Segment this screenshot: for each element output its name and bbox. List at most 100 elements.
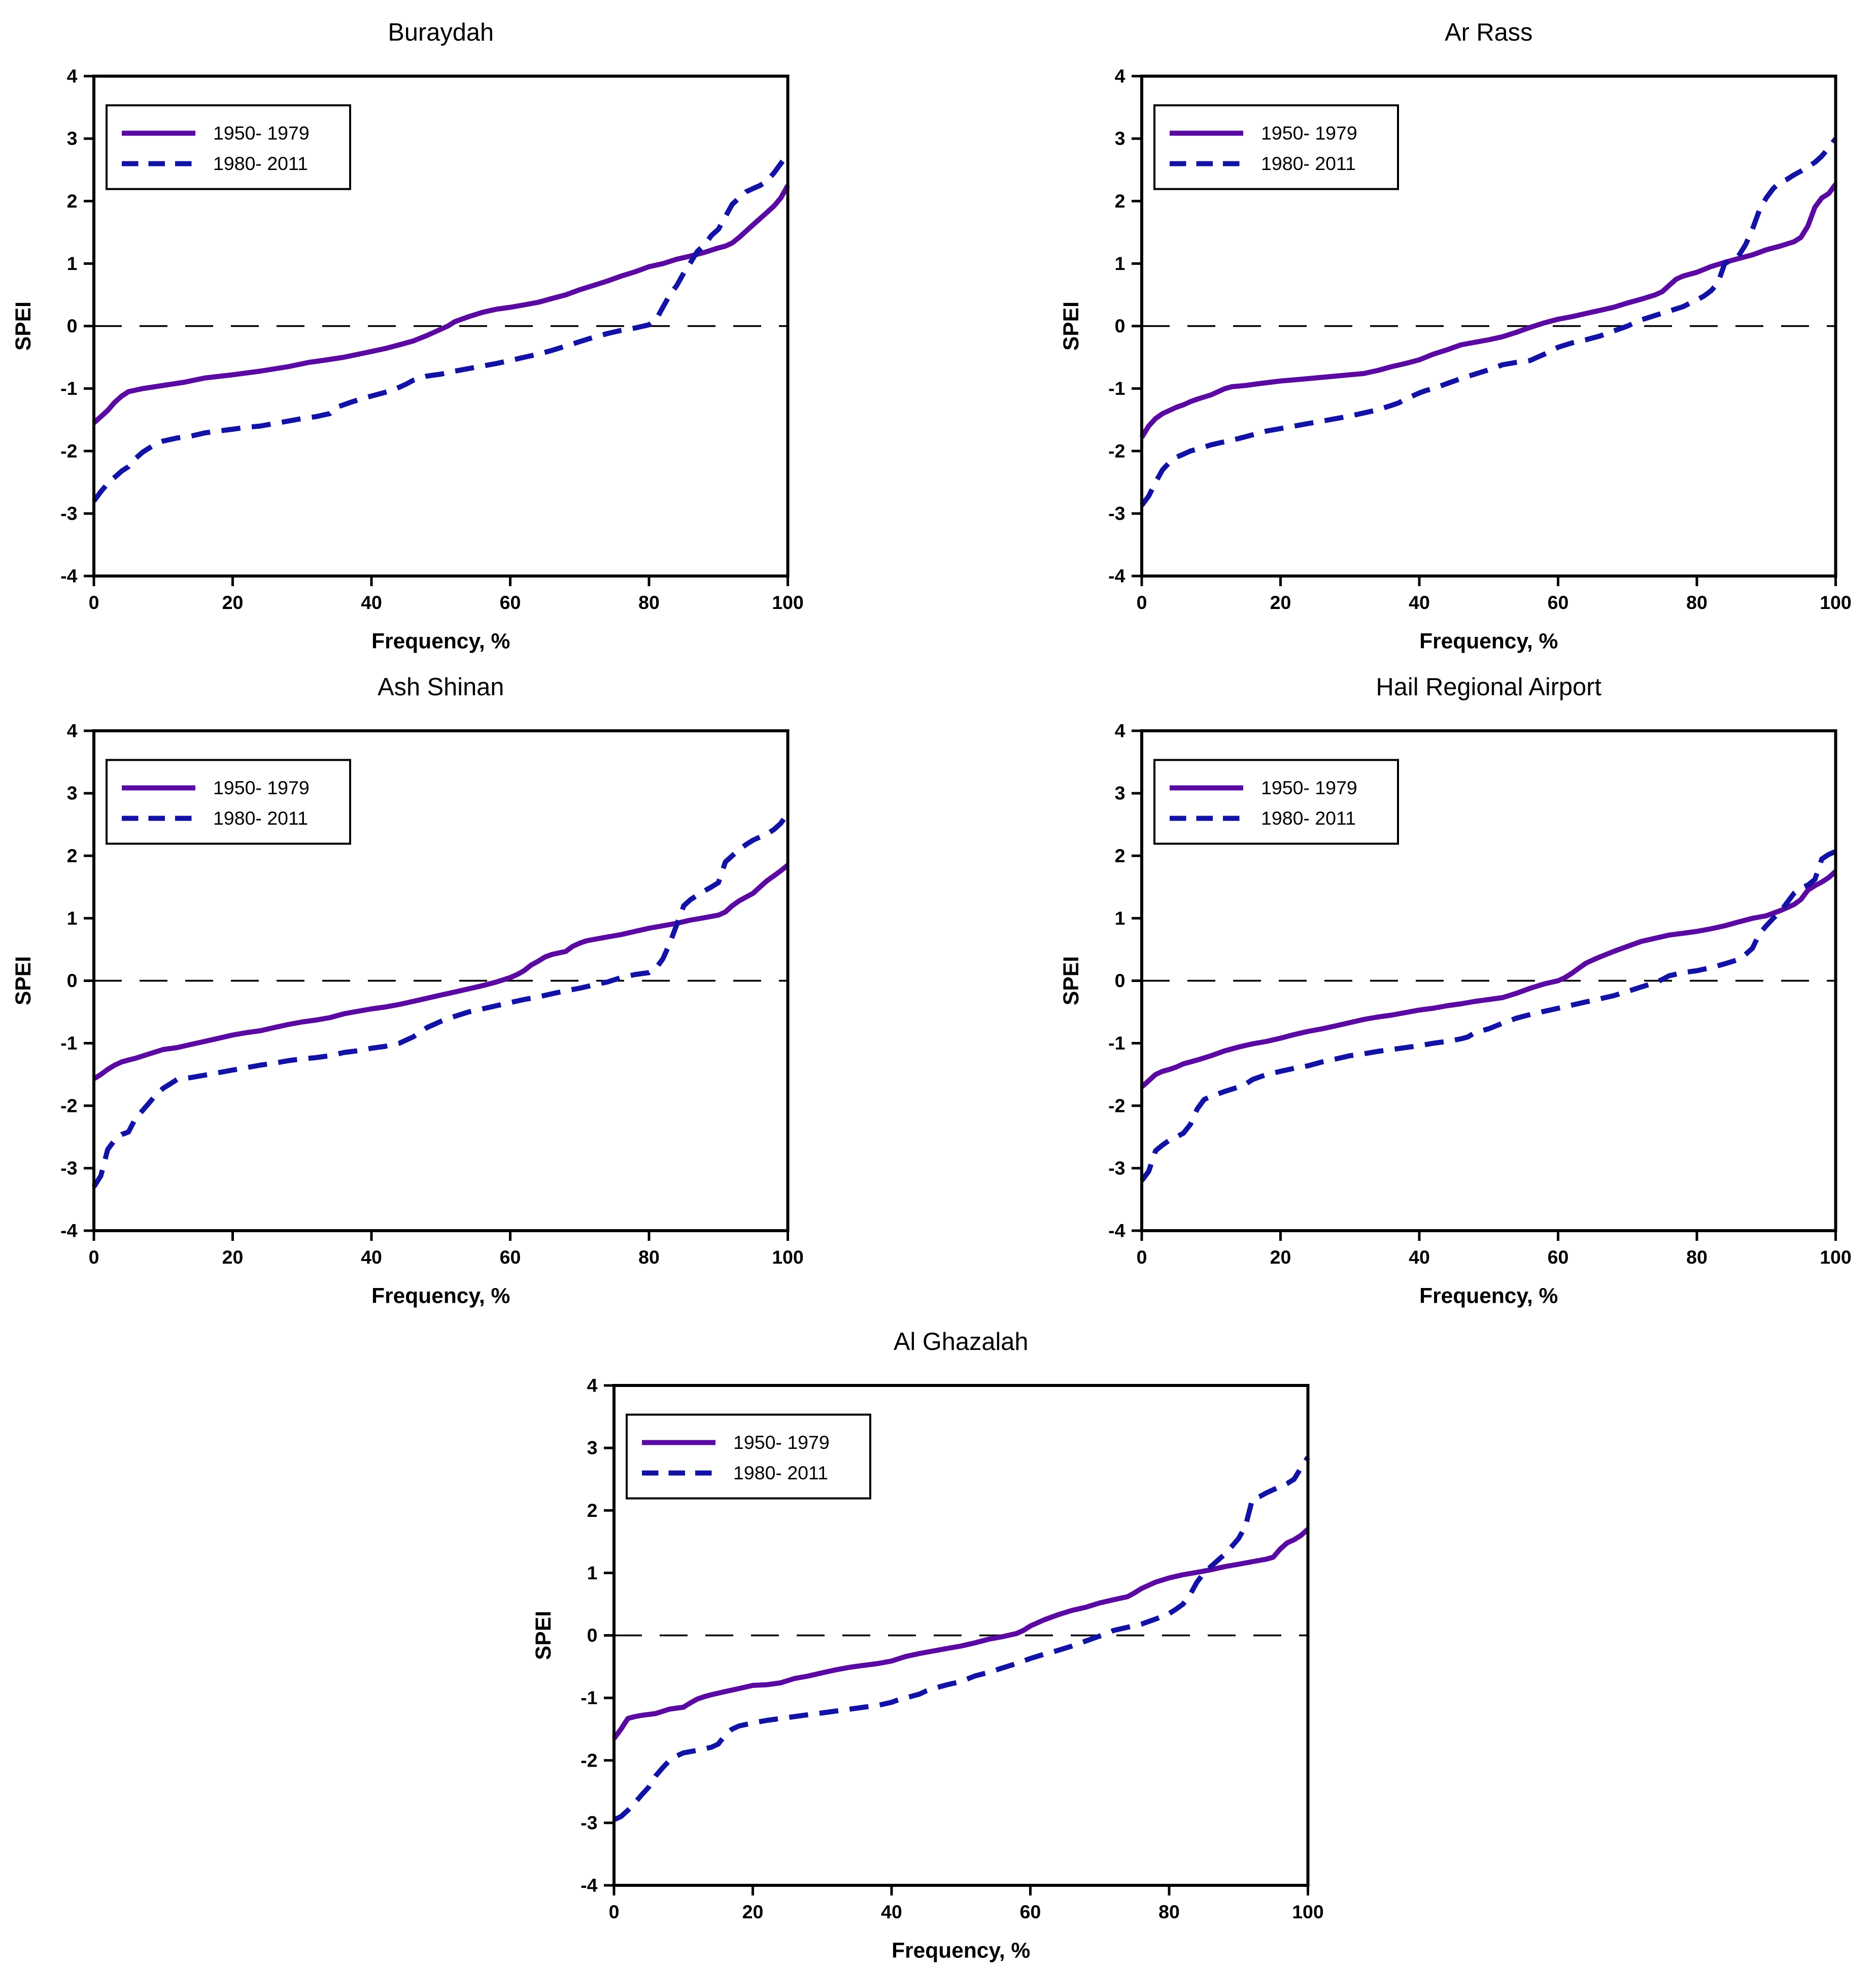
x-axis-label: Frequency, %: [892, 1939, 1030, 1963]
chart-panel-ash-shinan: 0 20 40 60 80 100 4 3 2 1 0 -1 -2 -3 -4 Ash Shinan Frequ…: [0, 655, 938, 1309]
series-line-solid: [611, 1527, 1310, 1740]
y-tick-label: -1: [1108, 1032, 1125, 1054]
y-tick-label: -4: [60, 1220, 77, 1241]
x-tick-label: 20: [222, 1246, 244, 1268]
chart-title: Buraydah: [388, 19, 494, 46]
y-tick-label: -2: [60, 440, 77, 461]
y-tick-label: 0: [1115, 970, 1125, 991]
y-tick-label: -3: [1108, 502, 1125, 524]
x-tick-label: 0: [609, 1901, 620, 1922]
x-tick-label: 40: [1409, 1246, 1430, 1268]
x-tick-label: 80: [638, 1246, 660, 1268]
y-tick-label: -1: [60, 1032, 77, 1054]
legend-box: [106, 104, 351, 190]
series-line-dashed: [91, 152, 790, 503]
x-tick-label: 20: [1270, 592, 1291, 613]
y-tick-label: -1: [581, 1687, 597, 1708]
legend-box: [626, 1413, 871, 1500]
y-tick-label: 1: [67, 907, 78, 929]
series-line-solid: [92, 863, 790, 1081]
x-tick-label: 80: [1158, 1901, 1180, 1922]
chart-ash-shinan: 0 20 40 60 80 100 4 3 2 1 0 -1 -2 -3 -4 Ash Shinan Frequ…: [12, 673, 804, 1308]
x-tick-label: 80: [1686, 1246, 1708, 1268]
legend-label: 1950- 1979: [213, 777, 310, 798]
x-tick-label: 100: [772, 1246, 804, 1268]
x-tick-label: 40: [361, 592, 382, 613]
y-tick-label: 2: [67, 845, 78, 866]
y-tick-label: 4: [587, 1375, 598, 1396]
legend-label: 1950- 1979: [1261, 122, 1357, 144]
y-tick-label: 4: [67, 720, 78, 741]
y-tick-label: -3: [60, 502, 77, 524]
y-tick-label: -3: [60, 1157, 77, 1178]
y-tick-label: -2: [60, 1095, 77, 1116]
legend-label: 1950- 1979: [1261, 777, 1357, 798]
x-tick-label: 40: [361, 1246, 382, 1268]
chart-buraydah: 0 20 40 60 80 100 4 3 2 1 0 -1 -2 -3 -4 Buraydah Frequen…: [12, 19, 804, 654]
x-tick-label: 80: [1686, 592, 1708, 613]
x-tick-label: 100: [1820, 1246, 1852, 1268]
chart-panel-ar-rass: 0 20 40 60 80 100 4 3 2 1 0 -1 -2 -3 -4 Ar Rass Frequenc…: [938, 0, 1875, 655]
chart-hail-regional-airport: 0 20 40 60 80 100 4 3 2 1 0 -1 -2 -3 -4 Hail Regional A…: [1060, 673, 1852, 1308]
x-tick-label: 60: [1548, 592, 1569, 613]
y-tick-label: 2: [587, 1500, 598, 1521]
y-axis-label: SPEI: [532, 1611, 556, 1660]
y-tick-label: 1: [1115, 907, 1125, 929]
figure-row-1: 0 20 40 60 80 100 4 3 2 1 0 -1 -2 -3 -4 Buraydah Frequen…: [0, 0, 1876, 655]
x-tick-label: 40: [1409, 592, 1430, 613]
legend-label: 1980- 2011: [1261, 153, 1356, 174]
y-tick-label: 4: [1115, 65, 1125, 87]
y-tick-label: 3: [67, 128, 78, 149]
legend-box: [1153, 104, 1399, 190]
chart-title: Hail Regional Airport: [1376, 673, 1602, 701]
y-tick-label: 0: [67, 315, 78, 336]
x-tick-label: 60: [1020, 1901, 1041, 1922]
y-tick-label: -2: [581, 1749, 597, 1771]
y-tick-label: 3: [1115, 128, 1125, 149]
y-tick-label: -4: [60, 565, 77, 587]
x-tick-label: 20: [222, 592, 244, 613]
series-line-dashed: [1140, 137, 1838, 507]
x-tick-label: 100: [1820, 592, 1852, 613]
y-axis-label: SPEI: [1060, 301, 1083, 351]
legend-label: 1980- 2011: [213, 153, 308, 174]
y-axis-label: SPEI: [12, 956, 36, 1005]
legend-label: 1950- 1979: [213, 122, 310, 144]
chart-panel-al-ghazalah: 0 20 40 60 80 100 4 3 2 1 0 -1 -2 -3 -4 Al Ghazalah Freq…: [469, 1309, 1407, 1964]
series-line-solid: [1140, 869, 1837, 1089]
y-axis-label: SPEI: [12, 301, 36, 351]
x-axis-label: Frequency, %: [371, 1284, 510, 1308]
y-tick-label: 1: [587, 1562, 598, 1583]
y-tick-label: -3: [581, 1812, 597, 1833]
legend-label: 1980- 2011: [733, 1462, 828, 1483]
x-tick-label: 20: [1270, 1246, 1291, 1268]
y-tick-label: 1: [1115, 253, 1125, 274]
series-line-dashed: [1139, 849, 1837, 1182]
y-tick-label: -2: [1108, 440, 1125, 461]
series-line-dashed: [612, 1455, 1310, 1822]
series-line-solid: [1139, 183, 1838, 439]
chart-title: Al Ghazalah: [894, 1328, 1029, 1356]
y-tick-label: 1: [67, 253, 78, 274]
y-tick-label: -1: [1108, 378, 1125, 399]
x-tick-label: 80: [638, 592, 660, 613]
chart-panel-hail-regional-airport: 0 20 40 60 80 100 4 3 2 1 0 -1 -2 -3 -4 Hail Regional A…: [938, 655, 1875, 1309]
x-tick-label: 0: [1137, 592, 1147, 613]
y-axis-label: SPEI: [1060, 956, 1083, 1005]
chart-title: Ash Shinan: [378, 673, 504, 701]
y-tick-label: -4: [1108, 565, 1125, 587]
y-tick-label: 0: [587, 1624, 598, 1646]
chart-ar-rass: 0 20 40 60 80 100 4 3 2 1 0 -1 -2 -3 -4 Ar Rass Frequenc…: [1060, 19, 1852, 654]
y-tick-label: 3: [1115, 783, 1125, 804]
x-tick-label: 60: [500, 592, 521, 613]
x-tick-label: 0: [1137, 1246, 1147, 1268]
x-tick-label: 60: [500, 1246, 521, 1268]
y-tick-label: -3: [1108, 1157, 1125, 1178]
legend-label: 1980- 2011: [1261, 807, 1356, 829]
series-line-dashed: [91, 811, 790, 1189]
figure-row-3: 0 20 40 60 80 100 4 3 2 1 0 -1 -2 -3 -4 Al Ghazalah Freq…: [0, 1309, 1876, 1964]
y-tick-label: 0: [1115, 315, 1125, 336]
x-axis-label: Frequency, %: [1419, 1284, 1558, 1308]
